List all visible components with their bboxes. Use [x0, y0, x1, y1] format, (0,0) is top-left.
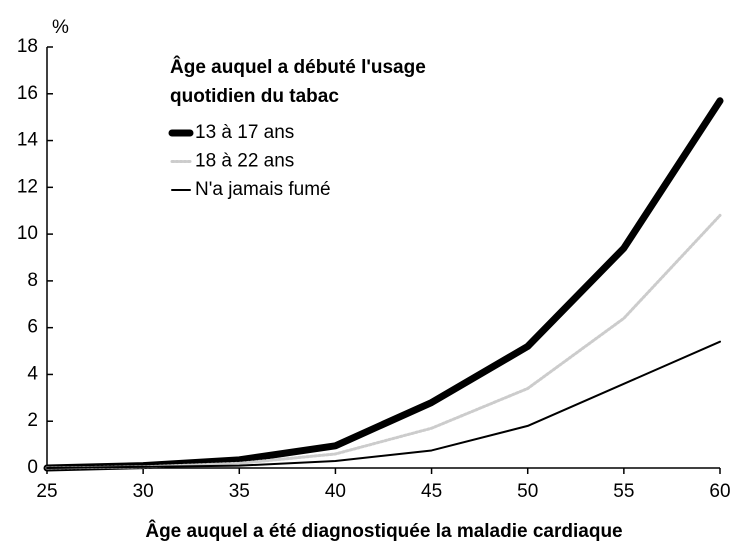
x-tick-label: 35 — [229, 481, 250, 502]
y-tick-label: 8 — [27, 270, 38, 291]
y-tick-label: 2 — [27, 410, 38, 431]
y-unit: % — [52, 17, 69, 38]
x-tick-label: 60 — [709, 481, 730, 502]
x-tick-label: 30 — [133, 481, 154, 502]
y-tick-label: 18 — [17, 36, 38, 57]
x-tick-label: 45 — [421, 481, 442, 502]
x-tick-label: 55 — [613, 481, 634, 502]
legend-title: Âge auquel a débuté l'usage — [170, 56, 426, 78]
legend-label: 18 à 22 ans — [195, 151, 294, 172]
x-tick-label: 25 — [36, 481, 57, 502]
y-tick-label: 6 — [27, 317, 38, 338]
y-tick-label: 4 — [27, 363, 38, 384]
x-axis-label: Âge auquel a été diagnostiquée la maladi… — [145, 520, 622, 542]
y-tick-label: 0 — [27, 457, 38, 478]
y-tick-label: 16 — [17, 83, 38, 104]
legend-label: 13 à 17 ans — [195, 122, 294, 143]
y-tick-label: 12 — [17, 176, 38, 197]
series-line — [43, 97, 724, 472]
y-tick-label: 14 — [17, 130, 39, 151]
legend-title: quotidien du tabac — [170, 86, 339, 107]
legend-label: N'a jamais fumé — [195, 179, 331, 200]
series-line — [46, 340, 721, 469]
y-tick-label: 10 — [17, 223, 38, 244]
x-tick-label: 40 — [325, 481, 346, 502]
x-tick-label: 50 — [517, 481, 538, 502]
